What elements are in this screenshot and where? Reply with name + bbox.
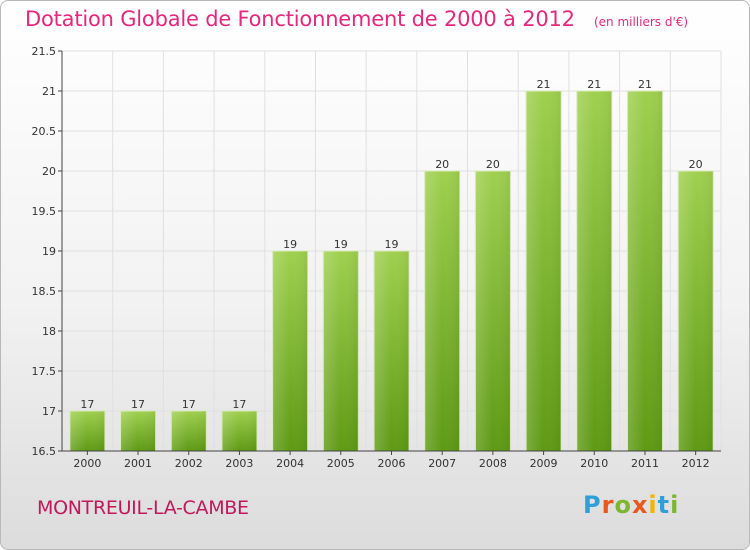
y-tick-label: 20.5 <box>32 125 57 138</box>
bar-shine <box>627 91 663 451</box>
axes: 16.5 17 17.5 18 18.5 19 19.5 20 20.5 21 21.5 2000 20… <box>32 45 721 470</box>
bar-shine <box>424 171 460 451</box>
value-labels: 17 17 17 17 19 19 19 20 20 21 21 21 20 <box>80 78 702 411</box>
y-tick-label: 19 <box>42 245 56 258</box>
data-label: 21 <box>587 78 601 91</box>
x-tick-label: 2004 <box>276 457 304 470</box>
y-tick-label: 21.5 <box>32 45 57 58</box>
logo-letter: o <box>614 491 632 519</box>
bar-shine <box>576 91 612 451</box>
chart-title: Dotation Globale de Fonctionnement de 20… <box>25 7 575 31</box>
y-tick-label: 16.5 <box>32 445 57 458</box>
data-label: 19 <box>334 238 348 251</box>
bar-shine <box>374 251 409 451</box>
data-label: 17 <box>182 398 196 411</box>
y-tick-label: 19.5 <box>32 205 57 218</box>
logo-letter: P <box>583 491 602 519</box>
y-tick-label: 20 <box>42 165 56 178</box>
y-tick-label: 18.5 <box>32 285 57 298</box>
logo-letter: t <box>657 491 671 519</box>
x-tick-label: 2008 <box>479 457 507 470</box>
title-row: Dotation Globale de Fonctionnement de 20… <box>25 7 688 31</box>
chart-unit-label: (en milliers d'€) <box>593 15 689 29</box>
x-tick-label: 2012 <box>682 457 710 470</box>
bar-shine <box>272 251 308 451</box>
data-label: 21 <box>638 78 652 91</box>
data-label: 17 <box>131 398 145 411</box>
x-tick-label: 2011 <box>631 457 659 470</box>
data-label: 19 <box>283 238 297 251</box>
data-label: 17 <box>232 398 246 411</box>
y-tick-label: 17 <box>42 405 56 418</box>
bars <box>69 90 714 452</box>
x-tick-label: 2002 <box>175 457 203 470</box>
data-label: 21 <box>537 78 551 91</box>
bar-shine <box>526 91 562 451</box>
data-label: 17 <box>80 398 94 411</box>
y-tick-label: 18 <box>42 325 56 338</box>
x-tick-label: 2003 <box>225 457 253 470</box>
x-tick-label: 2010 <box>580 457 608 470</box>
x-tick-label: 2001 <box>124 457 152 470</box>
data-label: 20 <box>486 158 500 171</box>
y-tick-label: 21 <box>42 85 56 98</box>
x-tick-label: 2006 <box>378 457 406 470</box>
bar-shine <box>171 411 207 451</box>
logo-letter: r <box>601 491 615 519</box>
bar-shine <box>678 171 714 451</box>
x-tick-label: 2000 <box>73 457 101 470</box>
y-tick-label: 17.5 <box>32 365 57 378</box>
commune-name: MONTREUIL-LA-CAMBE <box>37 497 249 519</box>
bar-shine <box>475 171 511 451</box>
bar-shine <box>323 251 359 451</box>
data-label: 19 <box>385 238 399 251</box>
bar-shine <box>69 411 105 451</box>
logo-letter: x <box>631 491 649 519</box>
data-label: 20 <box>689 158 703 171</box>
x-tick-label: 2009 <box>530 457 558 470</box>
bar-shine <box>221 411 257 451</box>
logo-letter: i <box>648 491 658 519</box>
bar-shine <box>120 411 156 451</box>
logo-letter: i <box>670 491 680 519</box>
data-label: 20 <box>435 158 449 171</box>
proxiti-logo[interactable]: Proxiti <box>583 491 679 519</box>
x-tick-label: 2007 <box>428 457 456 470</box>
x-tick-label: 2005 <box>327 457 355 470</box>
